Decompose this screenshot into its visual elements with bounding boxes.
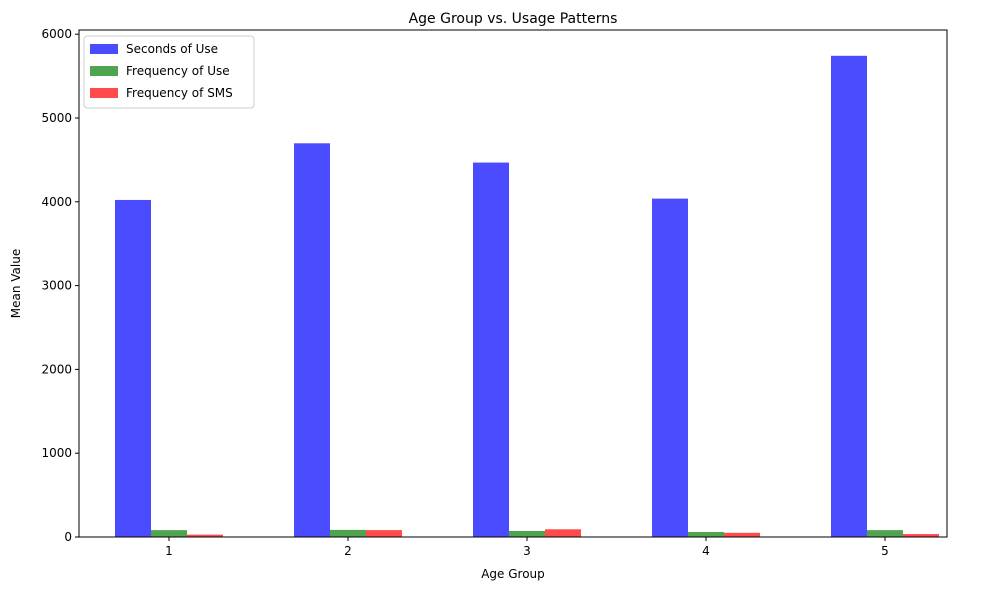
legend-swatch — [90, 88, 118, 98]
chart-title: Age Group vs. Usage Patterns — [409, 11, 618, 27]
y-tick-label: 3000 — [41, 279, 72, 293]
y-tick-label: 4000 — [41, 195, 72, 209]
bar-frequency-of-use-4 — [688, 531, 724, 537]
bar-frequency-of-use-3 — [509, 530, 545, 537]
bar-frequency-of-sms-2 — [366, 530, 402, 537]
plot-frame — [78, 29, 948, 538]
y-tick-label: 0 — [64, 530, 72, 544]
legend-label: Seconds of Use — [126, 42, 218, 56]
bar-frequency-of-use-2 — [330, 529, 366, 537]
x-tick-label: 5 — [881, 544, 889, 558]
legend-label: Frequency of SMS — [126, 86, 233, 100]
x-tick-label: 4 — [702, 544, 710, 558]
legend-swatch — [90, 44, 118, 54]
bar-seconds-of-use-3 — [473, 162, 509, 537]
bar-seconds-of-use-5 — [831, 55, 867, 537]
bar-seconds-of-use-2 — [294, 143, 330, 537]
y-axis-label: Mean Value — [9, 249, 23, 318]
bars-group — [115, 55, 939, 537]
x-tick-label: 1 — [165, 544, 173, 558]
legend: Seconds of Use Frequency of Use Frequency … — [83, 35, 255, 109]
y-tick-label: 2000 — [41, 362, 72, 376]
bar-seconds-of-use-4 — [652, 198, 688, 537]
y-tick-label: 5000 — [41, 111, 72, 125]
bar-frequency-of-use-5 — [867, 530, 903, 537]
bar-frequency-of-use-1 — [151, 530, 187, 537]
x-axis-label: Age Group — [481, 567, 545, 581]
bar-frequency-of-sms-3 — [545, 529, 581, 537]
legend-box — [83, 35, 255, 109]
bar-seconds-of-use-1 — [115, 199, 151, 537]
y-tick-label: 6000 — [41, 27, 72, 41]
bar-frequency-of-sms-1 — [187, 534, 223, 537]
x-axis: 1 2 3 4 5 — [165, 537, 889, 558]
y-tick-label: 1000 — [41, 446, 72, 460]
bar-frequency-of-sms-5 — [903, 534, 939, 537]
x-tick-label: 2 — [344, 544, 352, 558]
bar-frequency-of-sms-4 — [724, 532, 760, 537]
legend-swatch — [90, 66, 118, 76]
x-tick-label: 3 — [523, 544, 531, 558]
legend-label: Frequency of Use — [126, 64, 230, 78]
y-axis: 0 1000 2000 3000 4000 5000 6000 — [41, 27, 79, 544]
